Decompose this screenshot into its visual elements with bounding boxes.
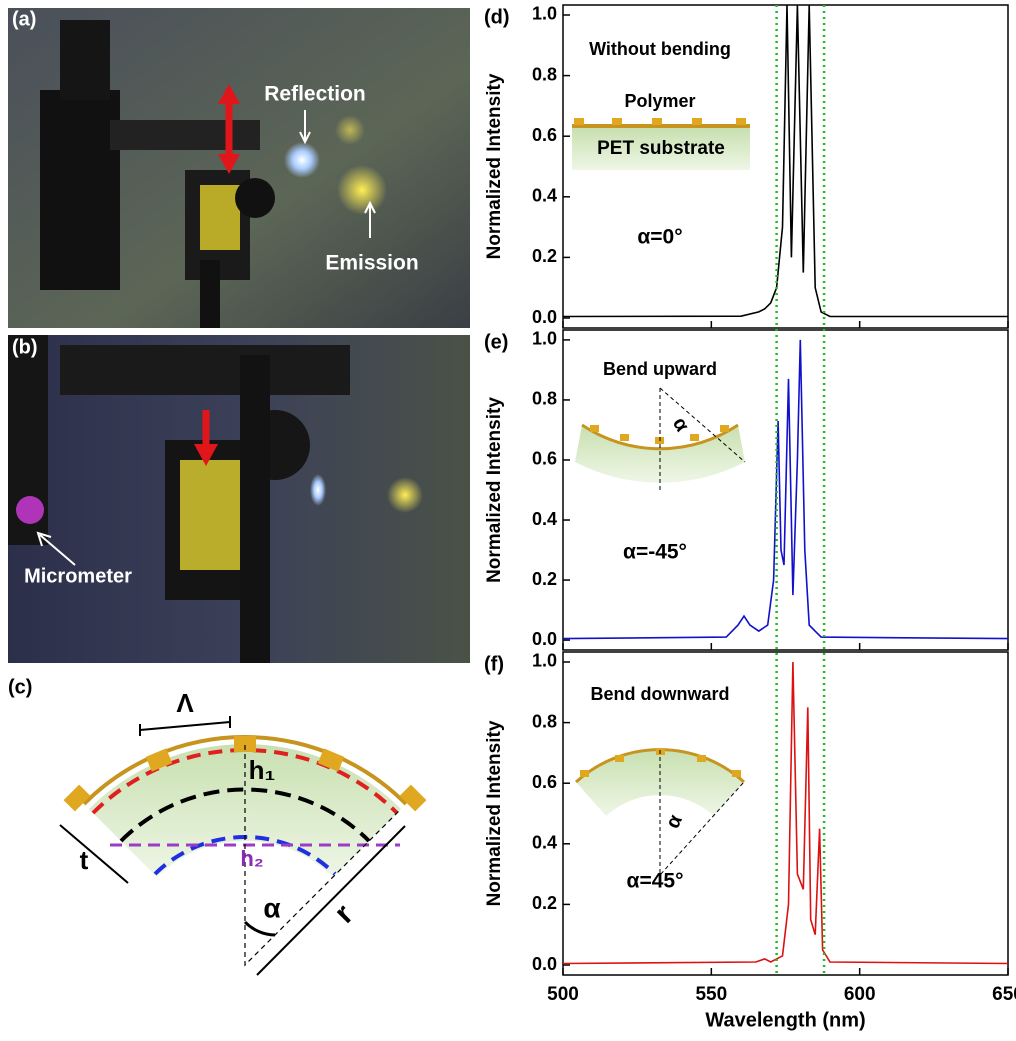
annotation: Without bending (589, 39, 731, 59)
y-tick-label: 0.6 (532, 772, 557, 792)
y-axis-label: Normalized Intensity (484, 720, 505, 906)
x-tick-label: 500 (547, 984, 579, 1005)
annotation: Emission (325, 252, 418, 275)
y-tick-label: 0.2 (532, 569, 557, 589)
panel-label: (c) (8, 676, 32, 698)
symbol: r (328, 898, 360, 930)
x-tick-label: 650 (992, 984, 1016, 1005)
y-tick-label: 0.0 (532, 629, 557, 649)
panel-label: (e) (484, 331, 508, 353)
y-axis-label: Normalized Intensity (484, 397, 505, 583)
spectrum-line (563, 340, 1008, 639)
symbol: t (80, 845, 89, 875)
x-tick-label: 550 (695, 984, 727, 1005)
inset-label: PET substrate (597, 138, 725, 159)
inset-downward (576, 748, 744, 875)
panel-label: (d) (484, 6, 510, 28)
y-axis-label: Normalized Intensity (484, 73, 505, 259)
y-tick-label: 1.0 (532, 651, 557, 671)
inset-label: Polymer (624, 91, 695, 111)
condition: α=45° (627, 870, 684, 893)
y-tick-label: 0.6 (532, 449, 557, 469)
inset-label: α (662, 811, 687, 832)
photo-a (8, 8, 470, 328)
spectrum-line (563, 662, 1008, 964)
y-tick-label: 0.2 (532, 246, 557, 266)
panel-label: (f) (484, 653, 504, 675)
annotation: Bend downward (591, 684, 730, 704)
annotation: Reflection (264, 83, 366, 106)
y-tick-label: 1.0 (532, 4, 557, 24)
figure: (a) Reflection Emission (b) Micrometer (… (0, 0, 1016, 1036)
inset-upward (575, 388, 745, 490)
x-tick-label: 600 (844, 984, 876, 1005)
y-tick-label: 1.0 (532, 329, 557, 349)
symbol: h₁ (249, 755, 276, 785)
x-axis-label: Wavelength (nm) (705, 1009, 865, 1031)
y-tick-label: 0.4 (532, 833, 557, 853)
y-tick-label: 0.8 (532, 64, 557, 84)
y-tick-label: 0.4 (532, 509, 557, 529)
inset-label: α (668, 414, 694, 436)
annotation: Micrometer (24, 565, 132, 587)
condition: α=0° (637, 226, 682, 249)
symbol: Λ (176, 688, 194, 718)
symbol: α (263, 892, 280, 923)
y-tick-label: 0.6 (532, 125, 557, 145)
condition: α=-45° (623, 541, 687, 564)
panel-label: (b) (12, 336, 38, 358)
photo-b (8, 335, 470, 663)
symbol: h₂ (240, 846, 263, 871)
y-tick-label: 0.4 (532, 186, 557, 206)
y-tick-label: 0.2 (532, 893, 557, 913)
panel-label: (a) (12, 8, 36, 30)
y-tick-label: 0.0 (532, 954, 557, 974)
y-tick-label: 0.8 (532, 389, 557, 409)
annotation: Bend upward (603, 359, 717, 379)
y-tick-label: 0.0 (532, 307, 557, 327)
y-tick-label: 0.8 (532, 711, 557, 731)
